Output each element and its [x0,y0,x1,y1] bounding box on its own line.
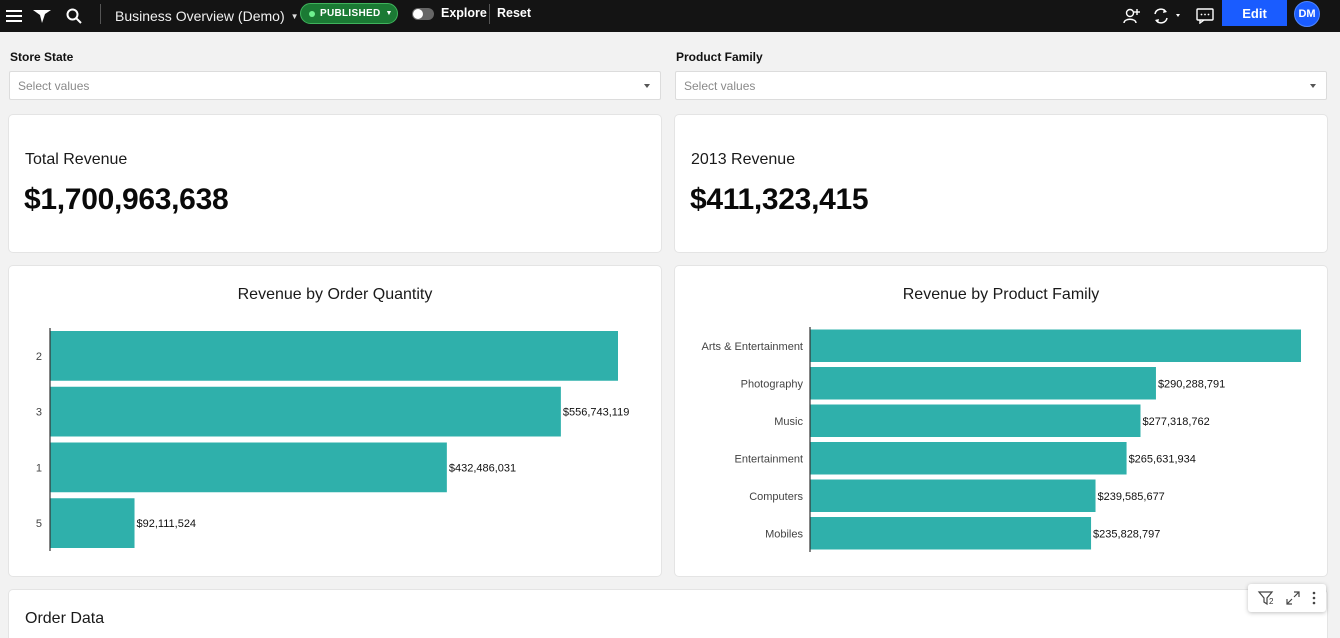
top-bar: Business Overview (Demo) ▼ PUBLISHED ▼ E… [0,0,1340,32]
category-label: Photography [741,378,804,390]
comment-icon[interactable] [1195,0,1215,32]
chart-bar [50,331,618,381]
revenue-by-order-quantity-card[interactable]: Revenue by Order Quantity 2 3 $556,743,119… [9,266,661,576]
data-label: $239,585,677 [1098,491,1165,503]
chart-bar [50,498,135,548]
category-label: Mobiles [765,528,803,540]
chart-bar [810,517,1092,550]
data-label: $277,318,762 [1142,416,1209,428]
status-dot-icon [309,10,315,17]
revenue-by-product-family-card[interactable]: Revenue by Product Family Arts & Enterta… [675,266,1327,576]
add-user-icon[interactable] [1122,0,1142,32]
category-label: 1 [36,462,42,474]
explore-label[interactable]: Explore [441,6,487,20]
filter-icon[interactable]: 2 [1257,589,1275,607]
chevron-down-icon [1310,84,1316,88]
toggle-knob [413,9,423,19]
store-state-placeholder: Select values [18,78,90,93]
menu-icon[interactable] [4,0,24,32]
chart-bar [810,329,1301,362]
workbook-title-text: Business Overview (Demo) [115,8,285,24]
divider [489,4,490,24]
product-family-select[interactable]: Select values [675,71,1327,100]
category-label: Arts & Entertainment [702,341,804,353]
edit-button[interactable]: Edit [1222,0,1287,26]
reset-button[interactable]: Reset [497,6,532,20]
kpi-label: 2013 Revenue [691,151,796,168]
chart-bar [810,404,1141,437]
kpi-value: $1,700,963,638 [24,183,229,216]
chevron-down-icon: ▼ [290,11,299,21]
order-data-card[interactable]: Order Data [9,590,1327,638]
chart-bar [50,386,561,437]
category-label: Computers [749,491,803,503]
chart-bar [810,367,1156,400]
chart-title: Revenue by Product Family [902,286,1100,303]
kpi-value: $411,323,415 [690,183,869,216]
chart-bar [810,479,1096,512]
status-text: PUBLISHED [320,8,381,19]
chevron-down-icon: ▼ [385,10,393,17]
expand-icon[interactable] [1285,590,1301,606]
more-options-icon[interactable] [1311,590,1317,606]
data-label: $432,486,031 [449,462,516,474]
search-icon[interactable] [64,0,84,32]
data-label: $235,828,797 [1093,528,1160,540]
category-label: Music [774,416,803,428]
store-state-label: Store State [10,50,74,64]
order-data-title: Order Data [25,610,105,627]
divider [100,4,101,24]
sync-icon[interactable] [1150,0,1184,32]
chevron-down-icon [644,84,650,88]
category-label: 5 [36,518,42,530]
category-label: Entertainment [735,453,803,465]
avatar[interactable]: DM [1294,1,1320,27]
data-label: $556,743,119 [563,407,629,419]
data-label: $290,288,791 [1158,378,1225,390]
revenue-2013-card[interactable]: 2013 Revenue $411,323,415 [675,115,1327,252]
product-family-label: Product Family [676,50,763,64]
category-label: 3 [36,407,42,419]
filter-count: 2 [1269,597,1274,606]
total-revenue-card[interactable]: Total Revenue $1,700,963,638 [9,115,661,252]
chart-bar [810,442,1127,475]
kpi-label: Total Revenue [25,151,128,168]
revenue-by-product-family-chart: Arts & Entertainment Photography $290,288,… [702,327,1301,552]
explore-toggle[interactable] [412,8,434,20]
category-label: 2 [36,351,42,363]
store-state-select[interactable]: Select values [9,71,661,100]
chart-bar [50,442,447,493]
workbook-title[interactable]: Business Overview (Demo) ▼ [115,0,299,32]
data-label: $92,111,524 [137,518,197,530]
published-status-badge[interactable]: PUBLISHED ▼ [300,3,398,24]
revenue-by-order-quantity-chart: 2 3 $556,743,119 1 $432,486,031 5 $92,111,524 [36,328,629,551]
element-toolbar: 2 [1248,584,1326,612]
product-family-placeholder: Select values [684,78,756,93]
app-logo-icon[interactable] [32,0,52,32]
chart-title: Revenue by Order Quantity [237,286,433,303]
data-label: $265,631,934 [1129,453,1196,465]
